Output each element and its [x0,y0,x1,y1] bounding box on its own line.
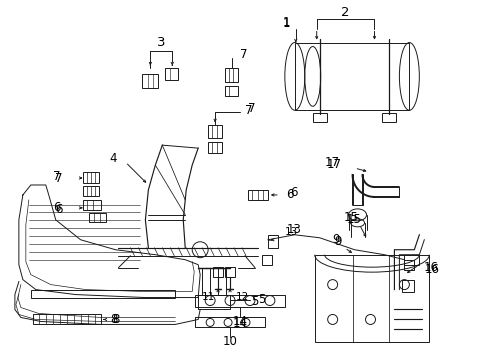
Text: 9: 9 [331,233,339,246]
Text: 6: 6 [55,203,62,216]
Text: 14: 14 [232,315,247,328]
Text: 7: 7 [53,170,61,183]
Text: 1: 1 [283,17,290,30]
Text: 5: 5 [251,295,258,308]
Text: 5: 5 [258,293,265,306]
Text: 13: 13 [285,227,298,237]
Text: 16: 16 [424,263,438,276]
Text: 13: 13 [286,223,301,236]
Text: 1: 1 [283,16,290,29]
Text: 16: 16 [423,261,437,274]
Text: 4: 4 [109,152,116,165]
Text: 17: 17 [326,158,341,171]
Text: 11: 11 [201,292,214,302]
Text: 6: 6 [53,201,61,215]
Text: 3: 3 [157,36,165,49]
Text: 14: 14 [232,317,247,330]
Text: 6: 6 [285,188,293,202]
Text: 8: 8 [110,313,118,326]
Text: 17: 17 [324,156,339,168]
Text: 7: 7 [55,171,62,185]
Text: 12: 12 [235,292,248,302]
Text: 2: 2 [341,6,349,19]
Text: 10: 10 [222,335,237,348]
Text: 6: 6 [289,186,297,199]
Text: 9: 9 [333,235,341,248]
Text: 7: 7 [244,104,252,117]
Text: 7: 7 [240,48,247,61]
Text: 8: 8 [112,313,120,326]
Text: 15: 15 [344,211,358,224]
Text: 15: 15 [346,213,361,226]
Text: 7: 7 [247,102,255,115]
